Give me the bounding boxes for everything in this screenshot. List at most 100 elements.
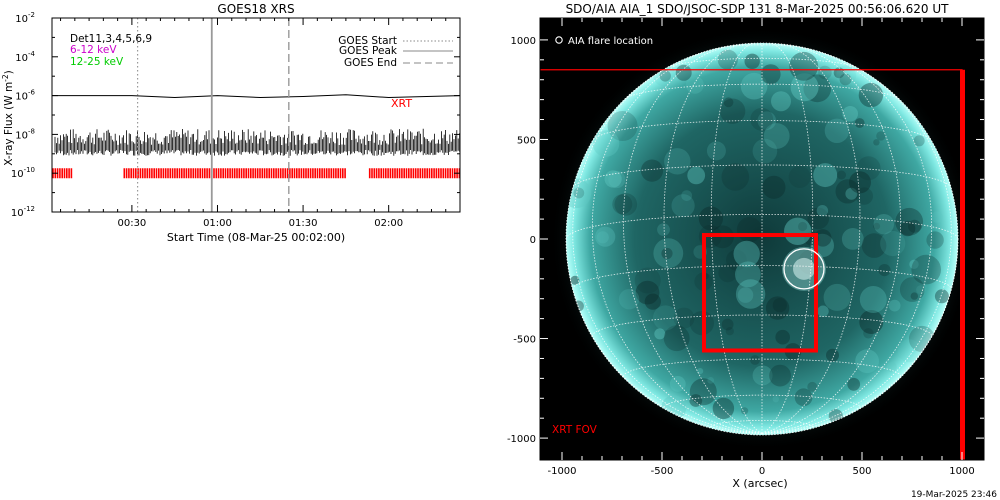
aia-image — [540, 27, 974, 460]
aia-x-tick-label: 500 — [852, 466, 871, 477]
bright-region — [604, 170, 622, 188]
bright-region — [859, 286, 887, 313]
goes-y-axis-label-close: ) — [3, 70, 15, 74]
dark-region — [826, 348, 839, 362]
bright-region — [886, 362, 897, 373]
dark-region — [895, 207, 924, 236]
xrt-region-box — [702, 233, 818, 353]
dark-region — [663, 325, 690, 352]
dark-region — [675, 64, 692, 81]
goes-y-tick-mantissa: 10 — [11, 169, 24, 180]
bright-region — [784, 217, 812, 245]
bright-region — [873, 214, 894, 235]
dark-region — [750, 355, 760, 365]
grid-latitude-line — [591, 314, 933, 337]
dark-region — [573, 187, 585, 199]
goes-y-tick-label: 10-4 — [15, 50, 35, 64]
xrt-fov-right-edge — [960, 69, 965, 461]
goes-y-tick-exponent: -12 — [24, 205, 35, 213]
aia-x-tick-labels: -1000 -500 0 500 1000 — [547, 466, 974, 477]
flare-location-circle — [783, 248, 825, 290]
goes-title: GOES18 XRS — [217, 2, 294, 16]
goes-x-tick-labels: 00:30 01:00 01:30 02:00 — [117, 218, 403, 229]
goes-y-tick-mantissa: 10 — [11, 208, 24, 219]
xrt-label: XRT — [391, 97, 412, 110]
dark-region — [661, 247, 673, 260]
goes-y-tick-mantissa: 10 — [15, 130, 28, 141]
dark-region — [635, 280, 660, 305]
bright-region — [855, 349, 879, 374]
aia-x-axis-label: X (arcsec) — [732, 477, 787, 490]
dark-region — [863, 328, 874, 339]
bright-region — [737, 287, 754, 303]
dark-region — [854, 118, 865, 128]
xrt-coverage-segment-1 — [123, 168, 346, 179]
bright-region — [888, 299, 901, 312]
goes-y-tick-label: 10-10 — [11, 166, 35, 180]
dark-region — [858, 82, 884, 108]
goes-y-tick-mantissa: 10 — [15, 14, 28, 25]
xrt-coverage-segment-2 — [368, 168, 460, 179]
bright-region — [595, 226, 616, 247]
bright-region — [757, 111, 777, 130]
dark-region — [911, 254, 941, 285]
dark-region — [769, 364, 791, 387]
aia-x-tick-label: -1000 — [547, 466, 576, 477]
aia-y-tick-labels: -1000 -500 0 500 1000 — [507, 36, 536, 445]
goes-y-axis-label: X-ray Flux (W m-2) — [1, 70, 15, 166]
dark-region — [721, 163, 750, 191]
bright-region — [687, 166, 706, 185]
legend-goes-peak-label: GOES Peak — [339, 45, 398, 57]
goes-axis-ticks — [52, 17, 461, 213]
bright-region — [664, 148, 691, 175]
bright-region — [816, 205, 829, 217]
dark-region — [814, 229, 832, 247]
bright-region — [752, 365, 773, 386]
bright-region — [735, 279, 766, 309]
aia-y-tick-label: -1000 — [507, 434, 536, 445]
bright-region — [697, 368, 704, 375]
solar-texture — [566, 49, 949, 424]
goes-y-axis-label-exp: -2 — [1, 74, 10, 82]
bright-region — [618, 289, 640, 310]
goes-y-tick-exponent: -2 — [28, 11, 35, 19]
solar-limb — [565, 42, 959, 436]
dark-region — [570, 275, 580, 285]
aia-y-tick-label: 500 — [517, 135, 536, 146]
dark-region — [719, 98, 746, 124]
aia-x-tick-label: 1000 — [949, 466, 974, 477]
dark-region — [775, 329, 790, 345]
bright-region — [763, 123, 790, 149]
bright-region — [681, 190, 693, 202]
dark-region — [788, 166, 811, 188]
dark-region — [640, 159, 664, 182]
grid-longitude-line — [761, 238, 958, 434]
dark-region — [859, 310, 884, 334]
bright-region — [654, 328, 666, 340]
footer-timestamp: 19-Mar-2025 23:46 — [911, 490, 997, 500]
dark-region — [807, 381, 818, 392]
dark-region — [673, 307, 695, 329]
dark-region — [913, 135, 925, 147]
bright-region — [752, 138, 778, 164]
bright-region — [653, 305, 678, 331]
goes-y-tick-exponent: -8 — [28, 127, 35, 135]
dark-region — [750, 107, 774, 131]
goes-plot-data — [52, 18, 460, 212]
dark-region — [644, 293, 661, 310]
bright-region — [813, 163, 838, 188]
goes-x-tick-label: 00:30 — [117, 218, 146, 229]
goes-y-tick-exponent: -6 — [28, 89, 36, 97]
dark-region — [717, 49, 738, 70]
goes-x-tick-label: 01:30 — [289, 218, 318, 229]
dark-region — [934, 289, 949, 304]
active-region-core — [793, 257, 815, 280]
dark-region — [689, 378, 717, 406]
aia-title: SDO/AIA AIA_1 SDO/JSOC-SDP 131 8-Mar-202… — [566, 2, 950, 16]
goes-y-axis-label-main: X-ray Flux (W m — [3, 82, 15, 166]
dark-region — [878, 264, 891, 277]
bright-region — [592, 130, 620, 157]
grid-longitude-line — [761, 44, 902, 434]
